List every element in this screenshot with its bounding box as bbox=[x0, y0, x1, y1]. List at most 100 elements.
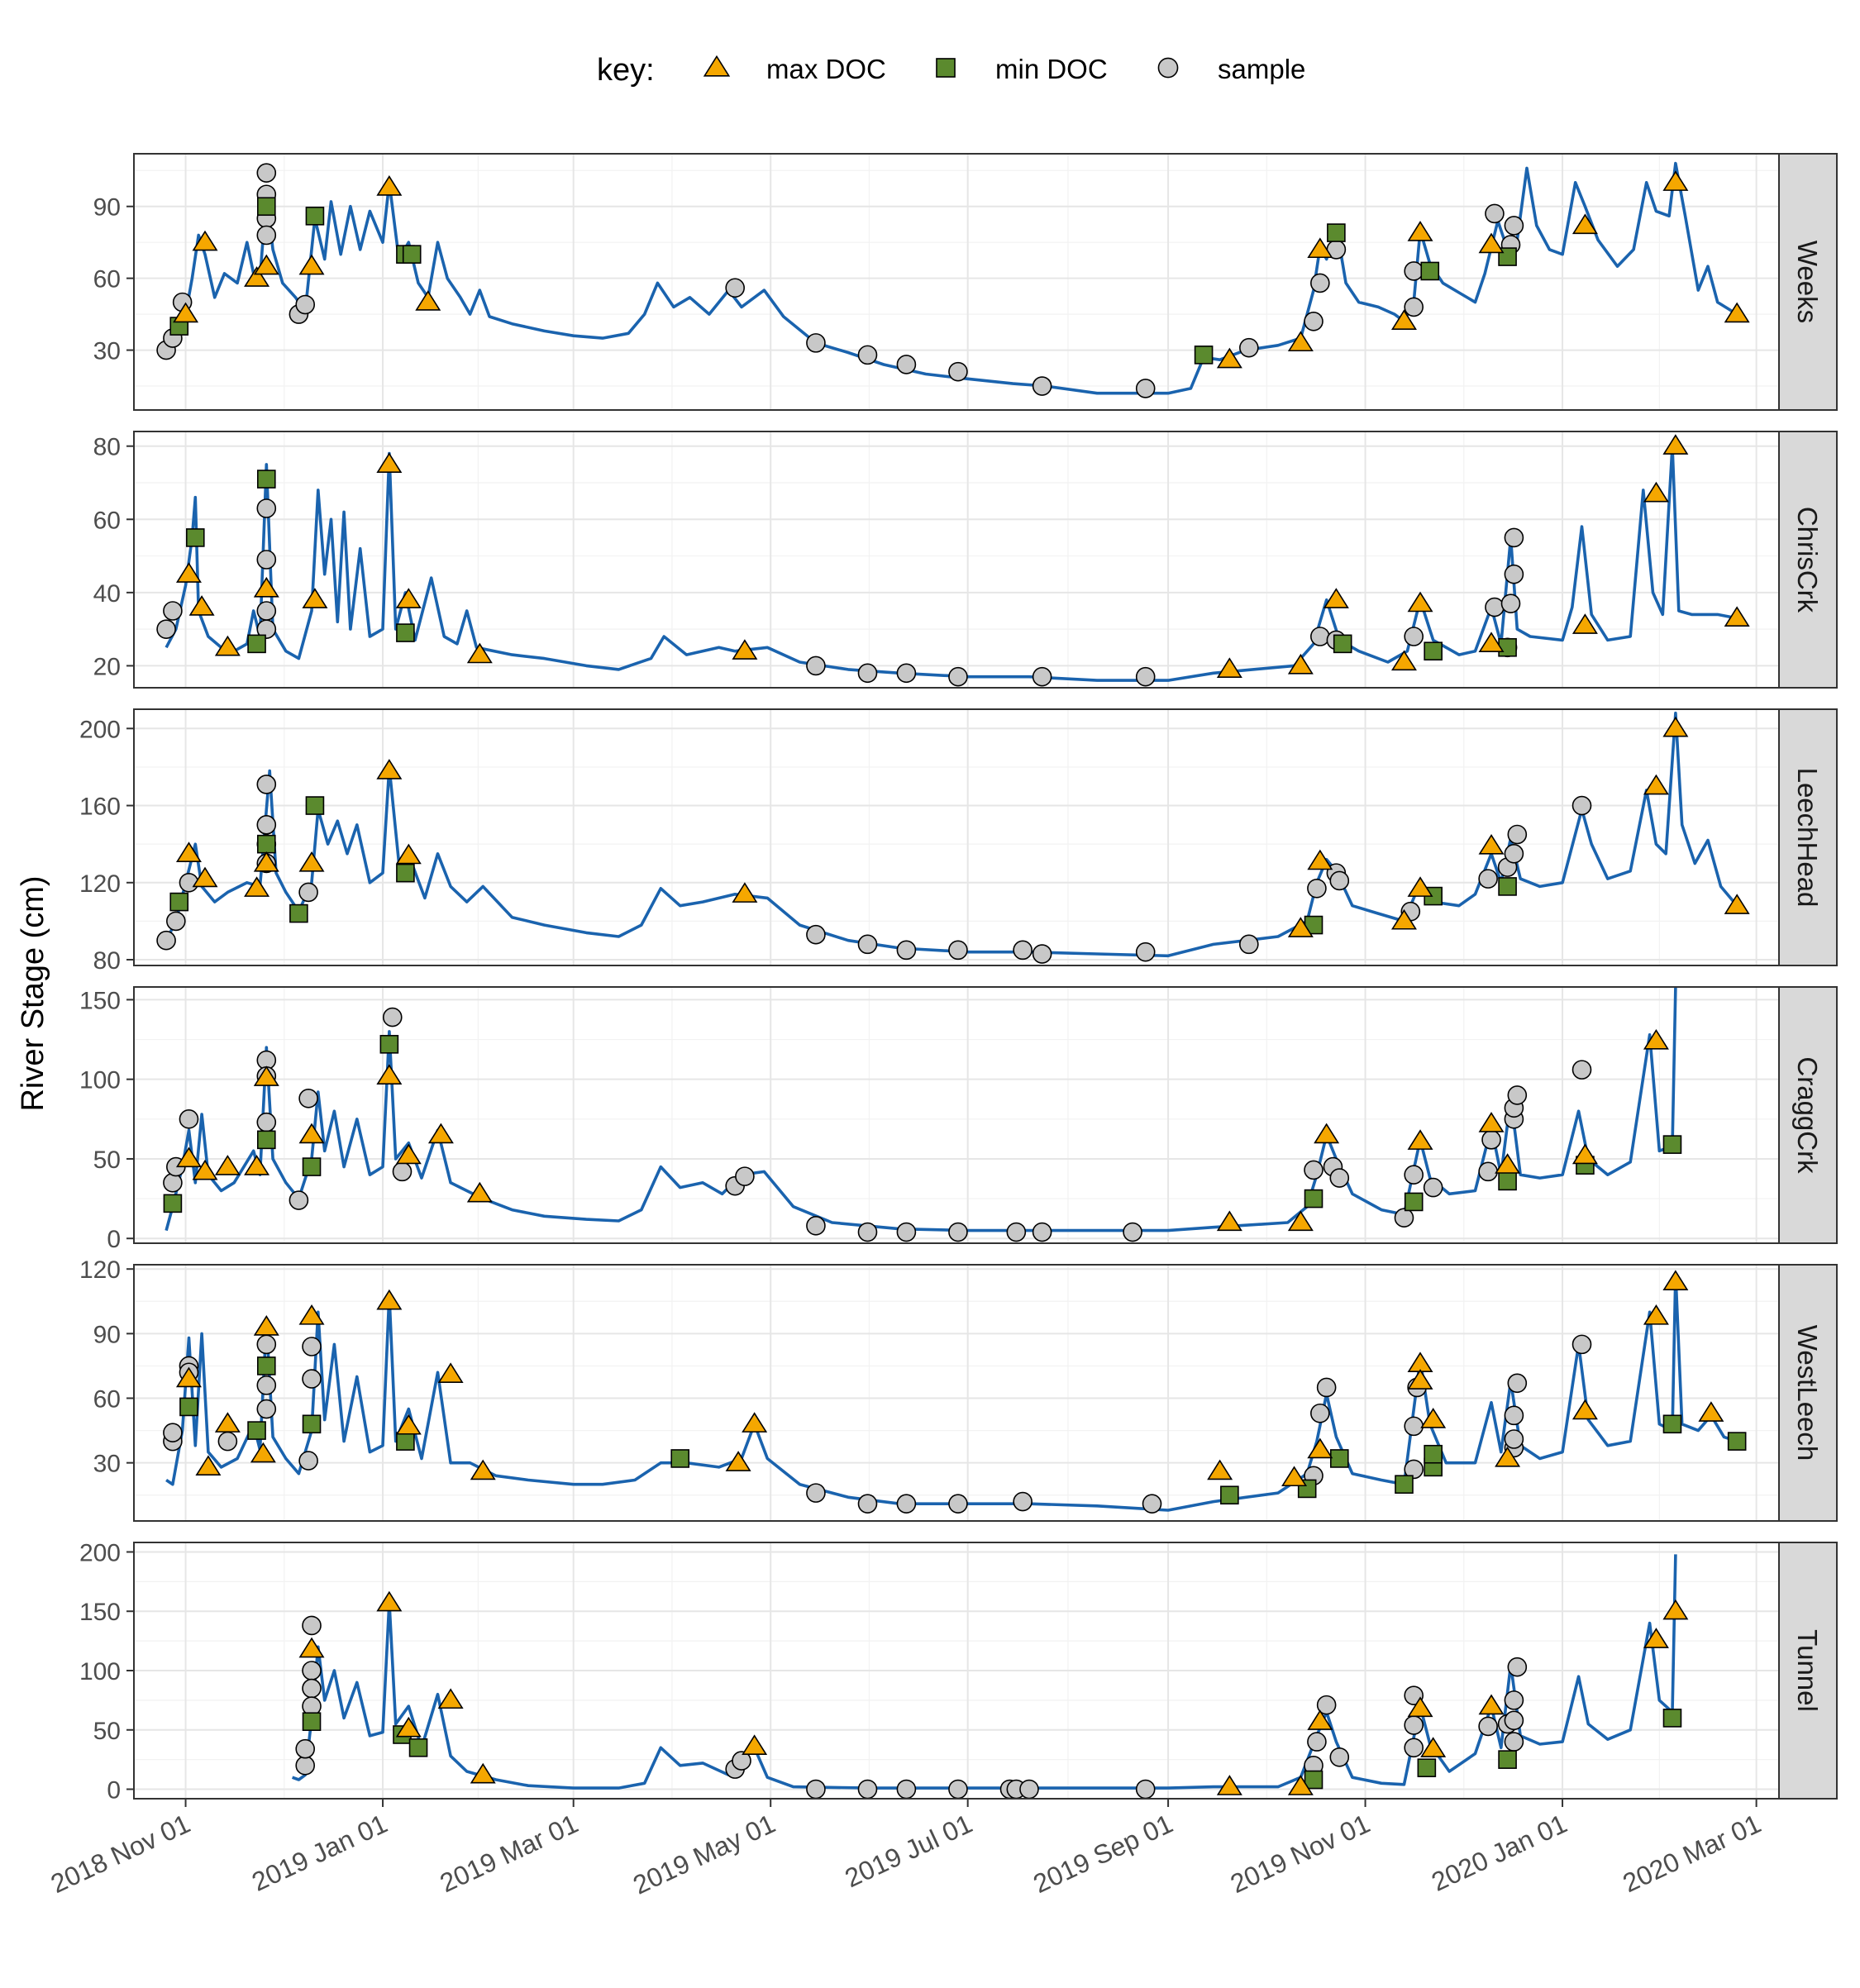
y-tick-label: 100 bbox=[79, 1067, 121, 1094]
max-doc-point bbox=[1407, 591, 1433, 613]
panel-weeks: 30 60 90 Weeks bbox=[93, 153, 1838, 411]
max-doc-point bbox=[192, 866, 218, 888]
sample-point bbox=[1307, 1732, 1327, 1752]
min-doc-point bbox=[256, 197, 276, 217]
panel-leechhead: 80 120 160 200 LeechHead bbox=[79, 708, 1838, 975]
min-doc-point bbox=[1727, 1432, 1747, 1451]
panel-background bbox=[134, 709, 1779, 965]
max-doc-point bbox=[427, 1123, 454, 1144]
sample-point bbox=[1019, 1779, 1039, 1800]
min-doc-point bbox=[1194, 346, 1214, 365]
min-doc-point bbox=[396, 863, 415, 883]
sample-point bbox=[298, 1451, 318, 1471]
min-doc-point bbox=[256, 1130, 276, 1150]
sample-point bbox=[302, 1661, 322, 1681]
sample-point bbox=[1135, 1779, 1156, 1800]
sample-point bbox=[1481, 1130, 1501, 1150]
max-doc-point bbox=[1643, 481, 1669, 503]
max-doc-point bbox=[415, 290, 441, 311]
min-doc-point bbox=[670, 1449, 690, 1468]
max-doc-point bbox=[1207, 1459, 1233, 1480]
legend-title: key: bbox=[597, 53, 655, 88]
panel-chriscrk: 20 40 60 80 ChrisCrk bbox=[93, 431, 1838, 689]
sample-point bbox=[1504, 527, 1524, 548]
y-tick-label: 150 bbox=[79, 1599, 121, 1626]
panel-tunnel: 0 50 100 150 200 Tunnel bbox=[79, 1539, 1838, 1804]
max-doc-point bbox=[466, 642, 493, 664]
max-doc-point bbox=[302, 588, 328, 608]
max-doc-point bbox=[1281, 1466, 1308, 1487]
max-doc-point bbox=[1698, 1401, 1724, 1422]
sample-point bbox=[1310, 627, 1330, 646]
sample-point bbox=[256, 225, 277, 246]
sample-point bbox=[896, 355, 917, 374]
max-doc-point bbox=[1724, 606, 1750, 627]
max-doc-point bbox=[298, 1304, 325, 1325]
max-doc-point bbox=[742, 1412, 768, 1433]
strip-label: WestLeech bbox=[1792, 1325, 1823, 1461]
max-doc-point bbox=[1724, 894, 1750, 914]
strip-background bbox=[1778, 153, 1838, 411]
max-doc-point bbox=[1307, 1437, 1333, 1459]
max-doc-point bbox=[466, 1181, 493, 1203]
max-doc-point bbox=[1662, 1599, 1689, 1620]
max-doc-point bbox=[376, 1289, 403, 1310]
max-doc-point bbox=[192, 230, 218, 251]
min-doc-point bbox=[1333, 634, 1352, 654]
chart-panels: 30 60 90 Weeks 20 40 60 80 ChrisCrk 80 120 160 200 Le… bbox=[79, 153, 1838, 1804]
max-doc-point bbox=[1643, 774, 1669, 795]
min-doc-point bbox=[305, 796, 325, 815]
sample-point bbox=[298, 1088, 318, 1108]
min-doc-point bbox=[305, 207, 325, 226]
sample-point bbox=[1239, 337, 1259, 358]
sample-point bbox=[1504, 564, 1524, 584]
max-doc-point bbox=[376, 1590, 403, 1612]
y-tick-label: 60 bbox=[93, 1386, 121, 1414]
sample-point bbox=[1329, 1747, 1350, 1767]
sample-point bbox=[256, 163, 277, 183]
max-doc-point bbox=[1287, 331, 1314, 352]
max-doc-point bbox=[437, 1688, 464, 1709]
sample-point bbox=[1032, 666, 1052, 687]
max-doc-point bbox=[732, 639, 758, 660]
sample-point bbox=[1485, 203, 1505, 224]
y-axis-label: River Stage (cm) bbox=[16, 875, 50, 1111]
sample-point bbox=[298, 882, 318, 903]
series-line-craggcrk bbox=[165, 987, 1677, 1232]
max-doc-point bbox=[1478, 232, 1505, 254]
sample-point bbox=[295, 1738, 316, 1759]
sample-point bbox=[948, 1494, 968, 1514]
sample-point bbox=[256, 550, 277, 570]
max-doc-point bbox=[195, 1455, 222, 1476]
sample-point bbox=[256, 1112, 277, 1132]
min-doc-point bbox=[1420, 261, 1440, 281]
sample-point bbox=[1307, 878, 1327, 899]
max-doc-point bbox=[298, 254, 325, 275]
sample-point bbox=[725, 278, 745, 298]
y-tick-label: 120 bbox=[79, 870, 121, 898]
sample-point bbox=[806, 1779, 826, 1800]
sample-point bbox=[1571, 795, 1592, 816]
sample-point bbox=[1571, 1334, 1592, 1355]
sample-point bbox=[1504, 216, 1524, 236]
x-tick-label: 2020 Jan 01 bbox=[1427, 1809, 1571, 1897]
sample-point bbox=[1032, 944, 1052, 964]
max-doc-point bbox=[175, 1366, 202, 1388]
sample-point bbox=[1504, 1405, 1524, 1426]
max-doc-point bbox=[1662, 434, 1689, 455]
sample-point bbox=[806, 656, 826, 676]
min-doc-point bbox=[396, 1432, 415, 1451]
sample-point bbox=[1239, 934, 1259, 955]
sample-point bbox=[1032, 1222, 1052, 1242]
sample-point bbox=[735, 1166, 755, 1186]
max-doc-point bbox=[298, 1637, 325, 1658]
max-doc-point bbox=[376, 175, 403, 196]
y-tick-label: 20 bbox=[93, 653, 121, 680]
strip-background bbox=[1778, 708, 1838, 966]
max-doc-point bbox=[253, 1066, 279, 1086]
sample-point bbox=[256, 498, 277, 518]
sample-point bbox=[289, 1190, 309, 1210]
max-doc-point bbox=[1478, 632, 1505, 653]
y-tick-label: 50 bbox=[93, 1718, 121, 1745]
max-doc-point bbox=[395, 588, 422, 608]
